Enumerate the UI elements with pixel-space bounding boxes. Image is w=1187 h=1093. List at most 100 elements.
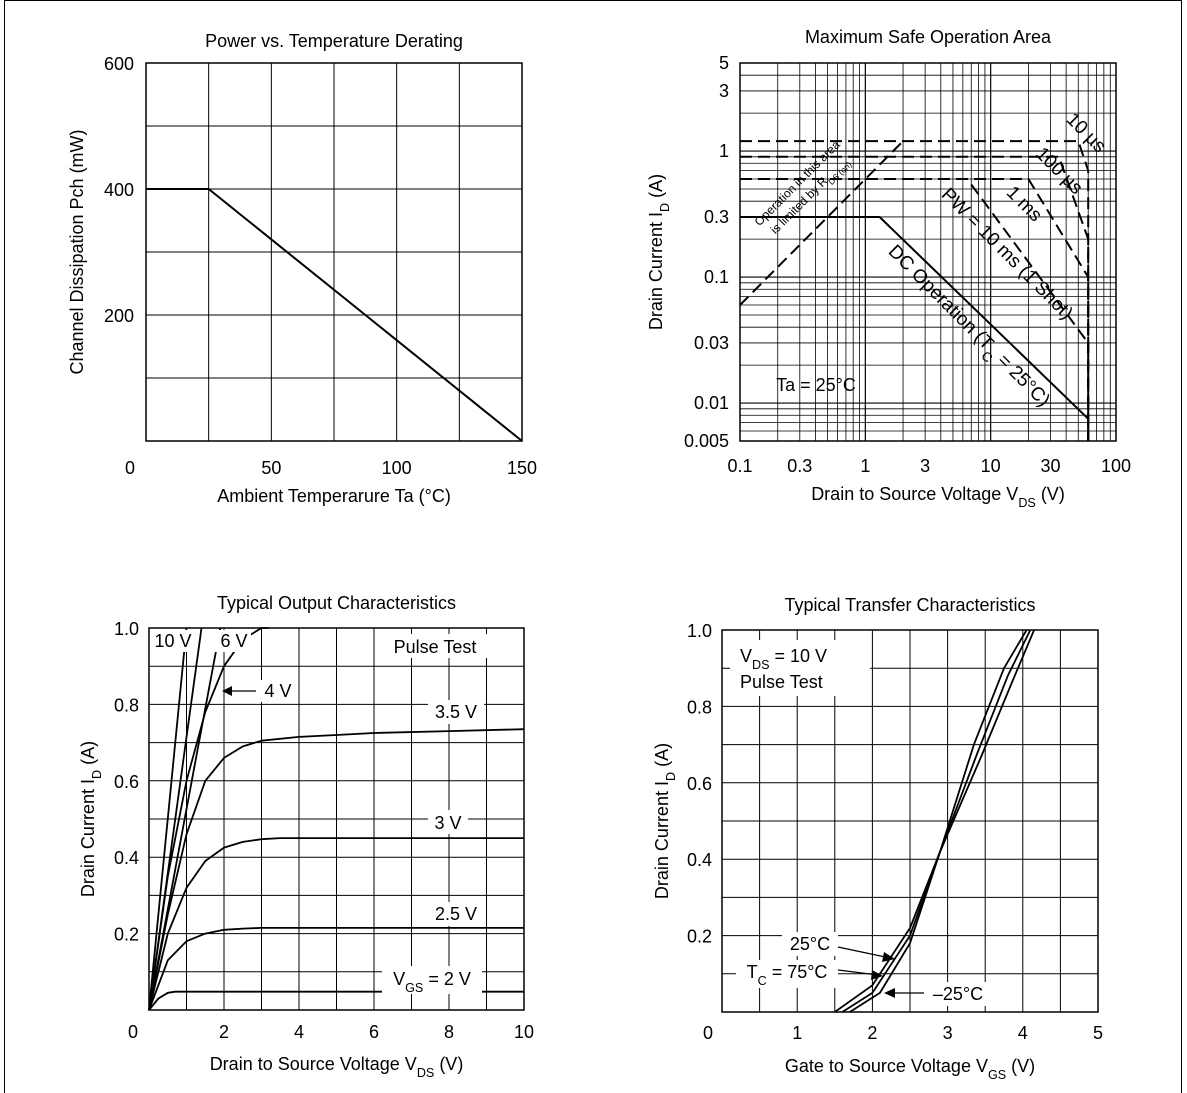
soa-label-text: 10 µs xyxy=(1062,109,1110,157)
label-arrow xyxy=(837,969,879,976)
x-tick-label: 6 xyxy=(369,1022,379,1042)
y-tick-label: 0.8 xyxy=(114,695,139,715)
x-tick-label: 1 xyxy=(792,1023,802,1043)
curve-label: 2.5 V xyxy=(435,904,477,924)
x-tick-label: 0.3 xyxy=(787,456,812,476)
curve-label: –25°C xyxy=(933,984,983,1004)
chart-title: Typical Transfer Characteristics xyxy=(784,595,1035,615)
plot-frame xyxy=(721,629,1099,1013)
label-bg xyxy=(258,680,298,702)
y-tick-label: 0.2 xyxy=(114,925,139,945)
vgs-curve-3 xyxy=(148,627,269,1011)
y-axis-label: Channel Dissipation Pch (mW) xyxy=(67,129,87,374)
page-frame xyxy=(4,0,1182,1093)
y-tick-label: 0.005 xyxy=(684,431,729,451)
plot-frame xyxy=(148,627,525,1011)
arrow-head xyxy=(871,970,883,980)
curve-label: 3.5 V xyxy=(435,702,477,722)
x-tick-label: 50 xyxy=(261,458,281,478)
arrow-head xyxy=(222,686,232,696)
curve-label: TC = 75°C xyxy=(747,962,828,988)
y-tick-label: 0.03 xyxy=(694,333,729,353)
y-tick-label: 0.8 xyxy=(687,697,712,717)
x-tick-label: 10 xyxy=(981,456,1001,476)
y-tick-label: 0.6 xyxy=(114,772,139,792)
chart-title: Power vs. Temperature Derating xyxy=(205,31,463,51)
y-tick-label: 0.3 xyxy=(704,207,729,227)
temp-curve-2 xyxy=(849,629,1035,1013)
label-bg xyxy=(782,932,838,956)
chart-safe-operation-area: DC Operation (TC = 25°C)PW = 10 ms (1 Sh… xyxy=(646,27,1131,510)
y-tick-label: 0.1 xyxy=(704,267,729,287)
curve-label: VGS = 2 V xyxy=(393,969,471,995)
x-tick-label: 4 xyxy=(294,1022,304,1042)
x-tick-label: 1 xyxy=(860,456,870,476)
label-bg xyxy=(428,810,468,834)
curve-label: 25°C xyxy=(790,934,830,954)
x-tick-label: 0.1 xyxy=(727,456,752,476)
x-axis-label: Drain to Source Voltage VDS (V) xyxy=(811,484,1065,510)
chart-output-characteristics: 10 V 6 V 4 V 3.5 V 3 V 2.5 V VGS = 2 V Pulse Te… xyxy=(78,593,534,1080)
soa-boundary-3 xyxy=(740,155,1090,441)
x-tick-label: 0 xyxy=(128,1022,138,1042)
x-tick-label: 4 xyxy=(1018,1023,1028,1043)
y-tick-label: 0.01 xyxy=(694,393,729,413)
chart-title: Typical Output Characteristics xyxy=(217,593,456,613)
soa-boundary-4 xyxy=(740,140,1090,441)
x-tick-label: 2 xyxy=(867,1023,877,1043)
x-axis-label: Gate to Source Voltage VGS (V) xyxy=(785,1056,1035,1082)
x-tick-label: 100 xyxy=(382,458,412,478)
y-tick-label: 3 xyxy=(719,81,729,101)
chart-title: Maximum Safe Operation Area xyxy=(805,27,1052,47)
y-tick-label: 1 xyxy=(719,141,729,161)
label-bg xyxy=(213,630,251,652)
soa-boundary-5 xyxy=(739,140,904,306)
y-axis-label: Drain Current ID (A) xyxy=(652,743,678,899)
plot-frame xyxy=(739,62,1117,442)
y-tick-label: 200 xyxy=(104,306,134,326)
label-bg xyxy=(428,902,484,926)
curve-label: 6 V xyxy=(220,631,247,651)
label-bg xyxy=(922,982,994,1006)
y-tick-label: 0.4 xyxy=(687,850,712,870)
soa-annotation: Ta = 25°C xyxy=(776,375,856,395)
plot-frame xyxy=(145,62,523,442)
x-tick-label: 150 xyxy=(507,458,537,478)
x-tick-label: 30 xyxy=(1040,456,1060,476)
x-axis-label: Ambient Temperarure Ta (°C) xyxy=(217,486,451,506)
x-tick-label: 10 xyxy=(514,1022,534,1042)
curve-label: 4 V xyxy=(264,681,291,701)
derating-line xyxy=(146,188,523,442)
x-tick-label: 3 xyxy=(943,1023,953,1043)
soa-boundary-2 xyxy=(740,178,1090,441)
label-bg xyxy=(428,700,484,724)
x-tick-label: 2 xyxy=(219,1022,229,1042)
y-axis-label: Drain Current ID (A) xyxy=(78,741,104,897)
label-bg xyxy=(380,634,490,658)
x-tick-label: 8 xyxy=(444,1022,454,1042)
x-tick-label: 0 xyxy=(703,1023,713,1043)
y-tick-label: 0.2 xyxy=(687,927,712,947)
vgs-curve-4 xyxy=(148,728,525,1011)
pulse-test-annotation: Pulse Test xyxy=(394,637,477,657)
y-tick-label: 1.0 xyxy=(114,619,139,639)
label-arrow xyxy=(837,946,891,959)
vgs-curve-0 xyxy=(148,627,188,1011)
soa-curve-label: 10 µs xyxy=(1062,109,1110,157)
x-axis-label: Drain to Source Voltage VDS (V) xyxy=(210,1054,464,1080)
arrow-head xyxy=(882,952,895,962)
arrow-head xyxy=(884,988,895,998)
annotation-pulse-test: Pulse Test xyxy=(740,672,823,692)
x-tick-label: 0 xyxy=(125,458,135,478)
y-tick-label: 400 xyxy=(104,180,134,200)
label-bg xyxy=(152,630,196,652)
vgs-curve-5 xyxy=(148,837,524,1011)
chart-power-derating: Power vs. Temperature Derating 0 50 100 150 2… xyxy=(67,31,537,506)
y-tick-label: 5 xyxy=(719,53,729,73)
x-tick-label: 5 xyxy=(1093,1023,1103,1043)
y-axis-label: Drain Current ID (A) xyxy=(646,174,672,330)
curve-label: 3 V xyxy=(434,813,461,833)
annotation-vds: VDS = 10 V xyxy=(740,646,827,672)
